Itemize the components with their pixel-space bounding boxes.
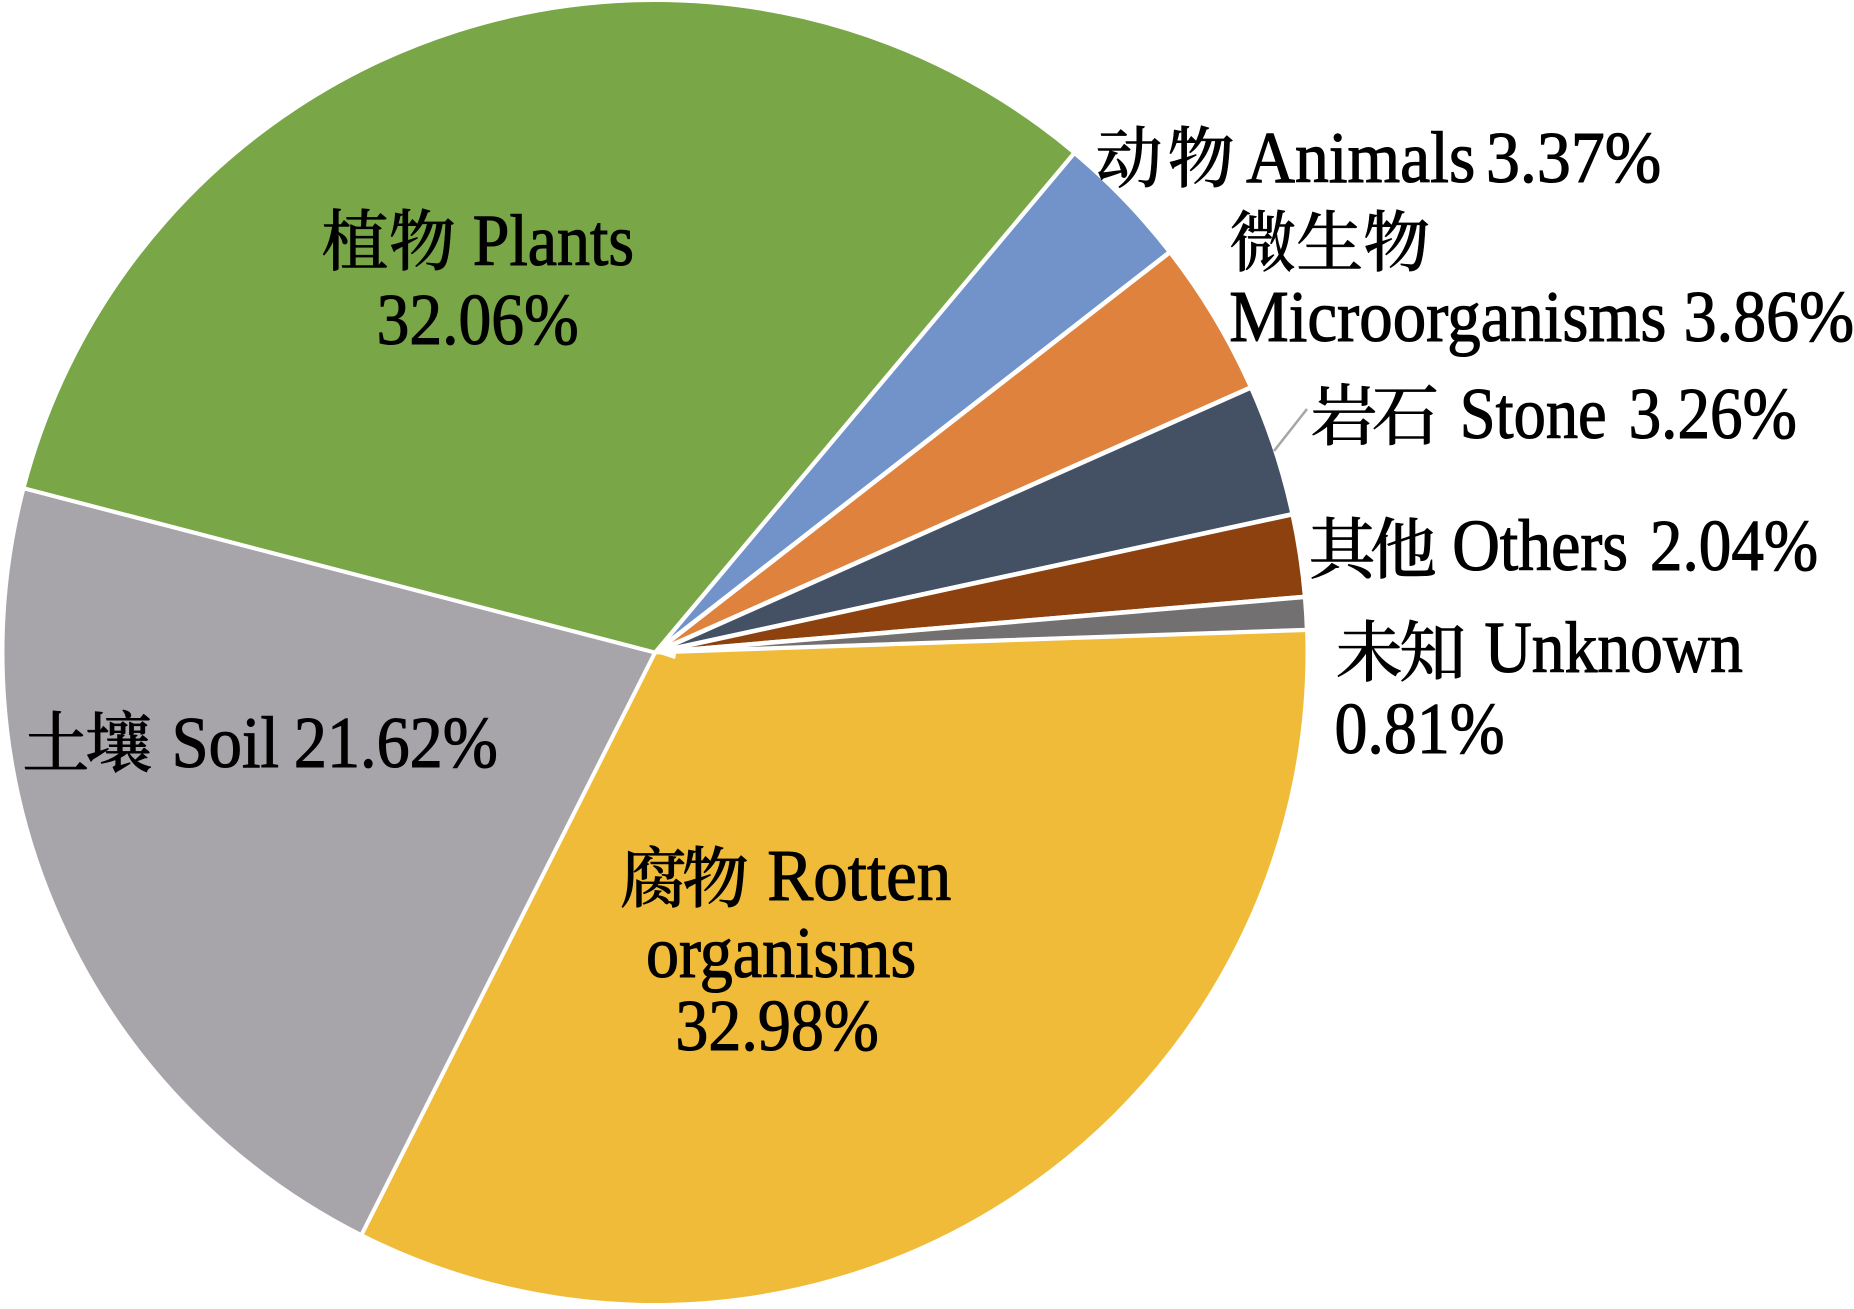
svg-text:21.62%: 21.62% (294, 702, 498, 783)
svg-text:0.81%: 0.81% (1335, 688, 1505, 769)
svg-text:32.98%: 32.98% (675, 985, 878, 1066)
svg-text:Stone: Stone (1460, 373, 1607, 454)
svg-text:Rotten: Rotten (767, 835, 951, 916)
svg-text:Microorganisms: Microorganisms (1229, 276, 1666, 357)
svg-text:Animals: Animals (1246, 117, 1475, 198)
svg-text:Plants: Plants (473, 200, 634, 281)
svg-text:organisms: organisms (646, 912, 916, 993)
svg-text:3.37%: 3.37% (1486, 117, 1661, 198)
svg-text:3.26%: 3.26% (1629, 373, 1797, 454)
svg-text:Others: Others (1452, 505, 1628, 586)
svg-text:3.86%: 3.86% (1684, 276, 1854, 357)
svg-text:32.06%: 32.06% (377, 279, 579, 360)
svg-text:Unknown: Unknown (1485, 607, 1743, 688)
svg-text:2.04%: 2.04% (1650, 505, 1818, 586)
svg-text:Soil: Soil (172, 702, 279, 783)
